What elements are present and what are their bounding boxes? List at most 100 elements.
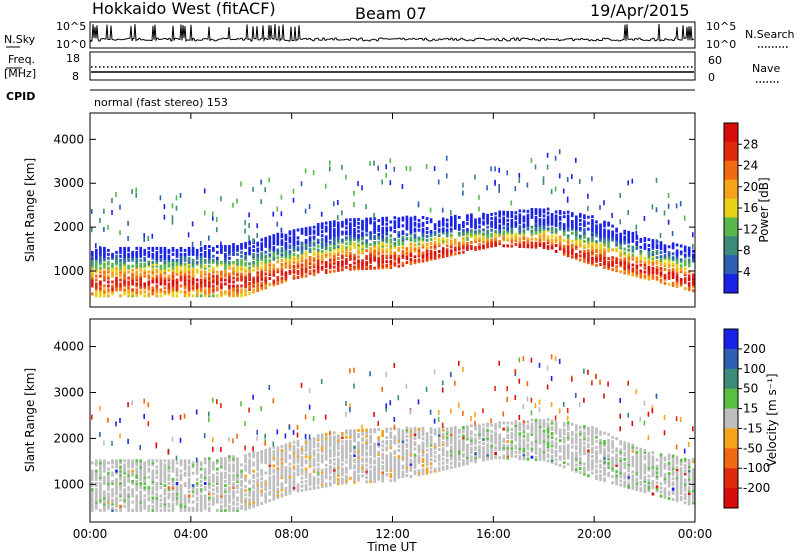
- echo-cell: [115, 500, 118, 504]
- echo-cell: [312, 451, 316, 455]
- echo-cell: [99, 245, 101, 251]
- echo-cell: [272, 481, 276, 484]
- echo-cell: [312, 225, 316, 229]
- echo-cell: [514, 430, 518, 434]
- echo-cell: [409, 258, 413, 262]
- echo-cell: [571, 225, 574, 229]
- echo-cell: [135, 266, 138, 270]
- echo-cell: [571, 223, 574, 227]
- echo-cell: [127, 256, 130, 260]
- echo-cell: [365, 225, 368, 229]
- echo-cell: [143, 286, 146, 290]
- echo-cell: [159, 246, 163, 250]
- echo-cell: [337, 241, 340, 245]
- echo-cell: [490, 448, 493, 452]
- echo-cell: [212, 268, 215, 272]
- echo-cell: [127, 252, 130, 256]
- echo-cell: [377, 452, 380, 456]
- echo-cell: [341, 210, 343, 216]
- echo-cell: [232, 492, 235, 496]
- echo-cell: [603, 244, 606, 248]
- echo-cell: [591, 225, 594, 228]
- echo-cell: [607, 263, 610, 267]
- echo-cell: [296, 242, 300, 246]
- echo-cell: [687, 254, 691, 258]
- echo-cell: [276, 238, 280, 242]
- echo-cell: [163, 266, 167, 270]
- echo-cell: [103, 246, 106, 250]
- echo-cell: [595, 240, 598, 244]
- echo-cell: [139, 469, 142, 473]
- echo-cell: [320, 445, 324, 449]
- echo-cell: [91, 270, 94, 274]
- echo-cell: [256, 259, 259, 263]
- echo-cell: [385, 460, 388, 464]
- echo-cell: [397, 243, 401, 246]
- echo-cell: [111, 506, 114, 510]
- echo-cell: [482, 452, 485, 456]
- echo-cell: [163, 268, 167, 272]
- echo-cell: [333, 480, 336, 484]
- echo-cell: [558, 243, 562, 247]
- echo-cell: [119, 498, 122, 502]
- echo-cell: [256, 474, 259, 478]
- echo-cell: [155, 506, 159, 510]
- echo-cell: [252, 262, 255, 266]
- echo-cell: [312, 229, 316, 233]
- echo-cell: [111, 290, 114, 294]
- echo-cell: [389, 226, 393, 230]
- echo-cell: [224, 467, 227, 471]
- echo-cell: [671, 262, 675, 266]
- echo-cell: [232, 455, 235, 459]
- echo-cell: [337, 225, 340, 229]
- echo-cell: [441, 453, 445, 457]
- echo-cell: [643, 270, 647, 274]
- echo-cell: [280, 262, 284, 266]
- echo-cell: [389, 260, 393, 263]
- echo-cell: [502, 411, 504, 417]
- echo-cell: [675, 253, 679, 257]
- echo-cell: [115, 421, 117, 427]
- echo-cell: [417, 427, 421, 431]
- echo-cell: [623, 265, 626, 269]
- echo-cell: [151, 488, 155, 492]
- echo-cell: [316, 248, 320, 252]
- echo-cell: [236, 471, 239, 475]
- echo-cell: [397, 449, 401, 452]
- echo-cell: [304, 270, 308, 274]
- echo-cell: [450, 243, 453, 247]
- echo-cell: [365, 457, 368, 461]
- echo-cell: [316, 454, 320, 458]
- echo-cell: [276, 234, 280, 238]
- echo-cell: [530, 233, 534, 237]
- echo-cell: [308, 448, 312, 452]
- echo-cell: [191, 294, 195, 298]
- echo-cell: [256, 466, 259, 470]
- echo-cell: [530, 449, 534, 453]
- echo-cell: [692, 289, 695, 293]
- echo-cell: [203, 260, 207, 264]
- echo-cell: [373, 444, 376, 448]
- echo-cell: [163, 252, 167, 256]
- echo-cell: [357, 474, 360, 478]
- echo-cell: [256, 451, 259, 455]
- echo-cell: [155, 465, 159, 469]
- echo-cell: [163, 254, 167, 258]
- echo-cell: [498, 446, 501, 449]
- echo-cell: [212, 480, 215, 483]
- echo-cell: [123, 492, 126, 496]
- echo-cell: [566, 222, 570, 226]
- echo-cell: [228, 455, 231, 459]
- echo-cell: [522, 453, 526, 457]
- echo-cell: [413, 247, 417, 251]
- echo-cell: [631, 239, 635, 243]
- echo-cell: [373, 479, 376, 483]
- echo-cell: [284, 245, 288, 249]
- echo-cell: [599, 227, 602, 231]
- echo-cell: [167, 463, 171, 467]
- echo-cell: [397, 231, 401, 235]
- echo-cell: [522, 209, 526, 213]
- echo-cell: [179, 473, 183, 477]
- echo-cell: [155, 250, 159, 254]
- echo-cell: [272, 273, 276, 277]
